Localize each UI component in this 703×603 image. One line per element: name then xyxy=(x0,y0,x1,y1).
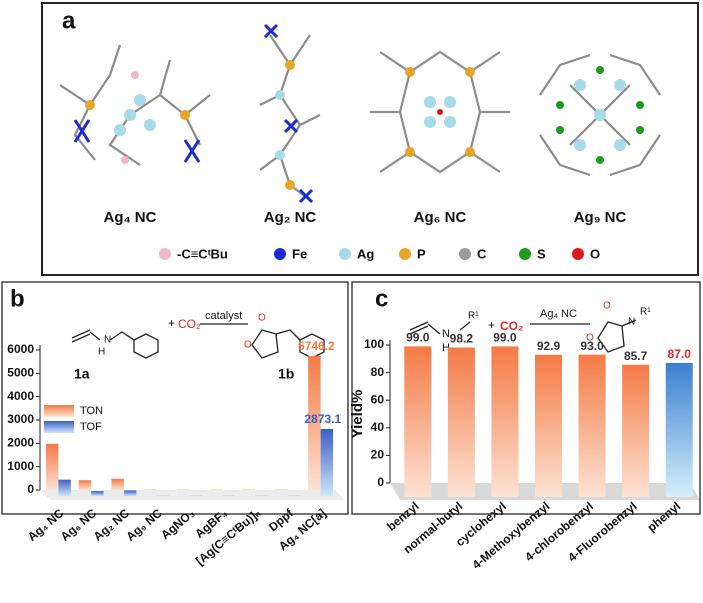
bar xyxy=(91,491,103,496)
scheme-atom: O xyxy=(258,313,266,324)
scheme-text: catalyst xyxy=(205,310,242,322)
legend-swatch xyxy=(44,405,74,417)
legend-label: Fe xyxy=(292,246,307,261)
x-tick-label: benzyl xyxy=(384,499,422,534)
y-tick-label: 60 xyxy=(371,392,385,406)
structure-label: Ag₂ NC xyxy=(264,209,317,226)
legend-label: C xyxy=(477,246,487,261)
x-tick-label: phenyl xyxy=(645,499,684,535)
bar xyxy=(448,347,475,497)
x-tick-label: Ag₂ NC xyxy=(91,506,132,544)
y-tick-label: 5000 xyxy=(7,366,34,380)
value-label: 93.0 xyxy=(580,339,604,353)
scheme-text: + xyxy=(168,316,175,330)
bar xyxy=(404,346,431,497)
y-tick-label: 20 xyxy=(371,448,385,462)
value-label: 2873.1 xyxy=(304,412,341,426)
scheme-text: R¹ xyxy=(640,307,651,318)
scheme-text: Ag₄ NC xyxy=(540,308,577,320)
legend-swatch xyxy=(159,248,171,260)
y-axis-label: Yield% xyxy=(349,390,366,439)
x-tick-label: AgNO₃ xyxy=(158,506,197,542)
legend-swatch xyxy=(274,248,286,260)
structure-label: Ag₄ NC xyxy=(104,209,157,226)
legend-label: TOF xyxy=(80,421,102,433)
bar xyxy=(321,429,333,496)
legend-swatch xyxy=(339,248,351,260)
y-tick-label: 2000 xyxy=(7,436,34,450)
value-label: 98.2 xyxy=(450,332,474,346)
value-label: 99.0 xyxy=(406,331,430,345)
bar xyxy=(666,363,693,497)
compound-label: 1b xyxy=(278,366,294,382)
scheme-atom: N xyxy=(628,317,635,328)
bar xyxy=(58,480,70,496)
scheme-text: R¹ xyxy=(468,311,479,322)
bar xyxy=(111,479,123,490)
value-label: 99.0 xyxy=(493,331,517,345)
scheme-atom: H xyxy=(98,347,105,358)
bar xyxy=(124,490,136,496)
y-tick-label: 0 xyxy=(27,482,34,496)
value-label: 85.7 xyxy=(624,349,648,363)
panel-label: c xyxy=(375,285,388,312)
y-tick-label: 6000 xyxy=(7,342,34,356)
legend-label: -C≡CᵗBu xyxy=(177,246,228,261)
legend-swatch xyxy=(572,248,584,260)
y-tick-label: 3000 xyxy=(7,412,34,426)
structure-label: Ag₉ NC xyxy=(574,209,627,226)
scheme-atom: O xyxy=(244,340,252,351)
value-label: 92.9 xyxy=(537,339,561,353)
structures xyxy=(60,25,660,202)
bar xyxy=(622,365,649,497)
y-tick-label: 100 xyxy=(364,337,384,351)
value-label: 5746.2 xyxy=(298,339,335,353)
y-tick-label: 40 xyxy=(371,420,385,434)
panel-label: a xyxy=(62,7,76,34)
compound-label: 1a xyxy=(74,366,90,382)
value-label: 87.0 xyxy=(668,347,692,361)
bar xyxy=(535,355,562,497)
structure-label: Ag₆ NC xyxy=(414,209,467,226)
legend-label: S xyxy=(537,246,546,261)
y-tick-label: 80 xyxy=(371,365,385,379)
bar xyxy=(79,480,91,490)
legend-swatch xyxy=(459,248,471,260)
x-tick-label: Ag₄ NC xyxy=(25,506,67,544)
floor xyxy=(40,490,345,500)
legend-label: O xyxy=(590,246,600,261)
bar xyxy=(46,444,58,490)
panel-label: b xyxy=(10,285,25,312)
x-tick-label: 4-Methoxybenzyl xyxy=(469,499,552,572)
legend-label: P xyxy=(417,246,426,261)
y-tick-label: 4000 xyxy=(7,389,34,403)
x-tick-label: Ag₆ NC xyxy=(58,506,100,544)
bar xyxy=(579,355,606,497)
scheme-text: CO₂ xyxy=(178,317,201,331)
bar xyxy=(491,346,518,497)
panel-a-frame xyxy=(42,3,698,275)
y-tick-label: 0 xyxy=(377,475,384,489)
legend-label: Ag xyxy=(357,246,374,261)
scheme-atom: O xyxy=(603,301,611,312)
legend-swatch xyxy=(519,248,531,260)
legend-label: TON xyxy=(80,405,103,417)
scheme-atom: N xyxy=(104,335,111,346)
legend-swatch xyxy=(399,248,411,260)
legend-swatch xyxy=(44,421,74,433)
x-tick-label: Ag₉ NC xyxy=(123,506,164,544)
scheme-structure xyxy=(72,330,158,358)
y-tick-label: 1000 xyxy=(7,459,34,473)
